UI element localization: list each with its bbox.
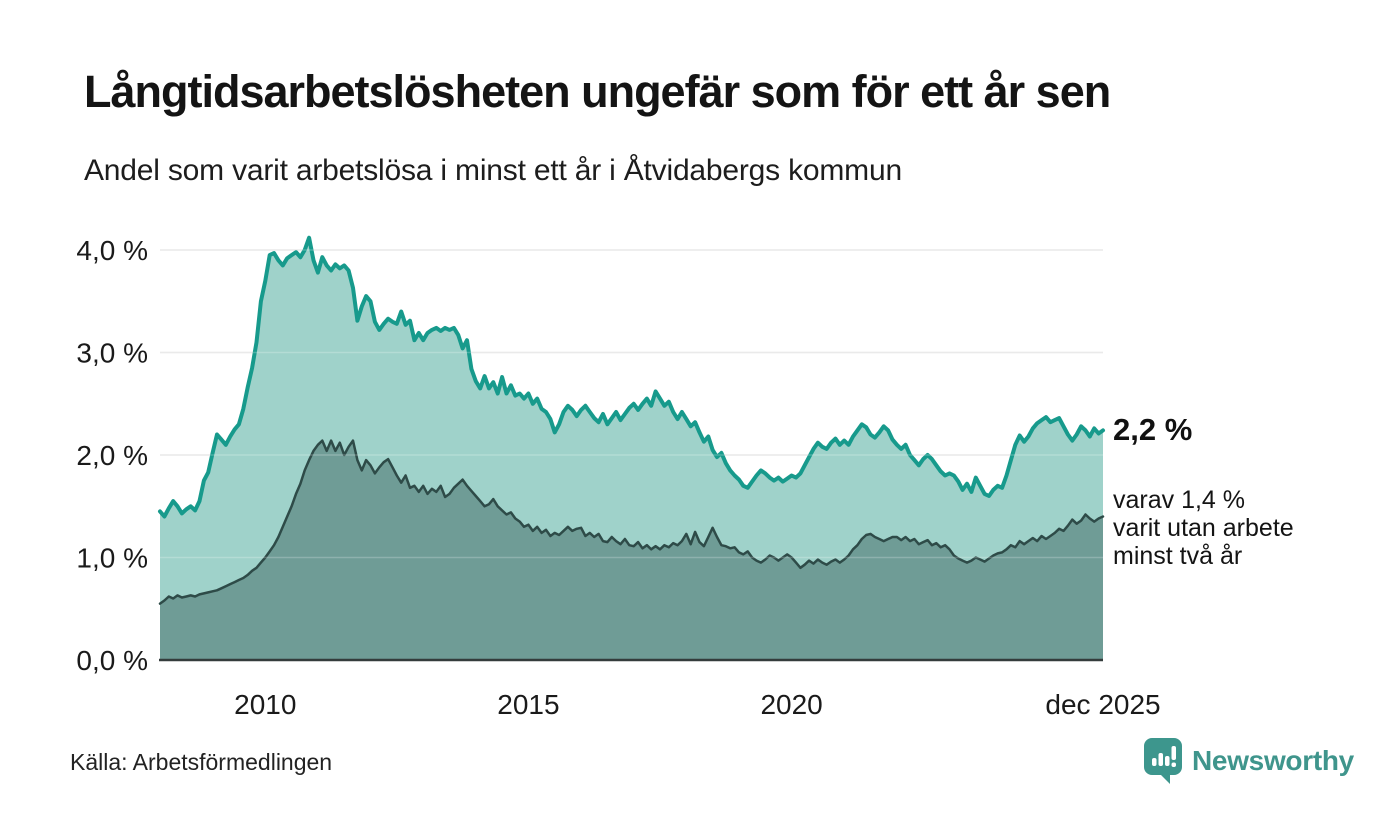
x-tick-label: 2010	[234, 689, 296, 720]
y-tick-label: 0,0 %	[76, 645, 148, 676]
annotation-two-years-line-1: varav 1,4 %	[1113, 486, 1246, 514]
annotation-two-years-line-2: varit utan arbete	[1113, 514, 1294, 542]
line-unemployed-min-two-years	[158, 439, 1105, 605]
page-subtitle: Andel som varit arbetslösa i minst ett å…	[84, 154, 902, 187]
brand-logo: Newsworthy	[1143, 737, 1354, 784]
y-tick-label: 2,0 %	[76, 440, 148, 471]
annotation-latest-total: 2,2 %	[1113, 412, 1193, 447]
page-title: Långtidsarbetslösheten ungefär som för e…	[84, 66, 1111, 117]
newsworthy-icon	[1144, 738, 1182, 784]
annotation-two-years-line-3: minst två år	[1113, 542, 1243, 570]
y-tick-label: 1,0 %	[76, 543, 148, 574]
x-tick-label: 2020	[760, 689, 822, 720]
brand-name: Newsworthy	[1192, 744, 1354, 776]
x-tick-label: dec 2025	[1045, 689, 1160, 720]
line-unemployed-min-one-year	[158, 235, 1105, 519]
area-unemployed-min-two-years	[160, 440, 1103, 660]
y-tick-label: 3,0 %	[76, 338, 148, 369]
y-tick-label: 4,0 %	[76, 235, 148, 266]
annotation-two-years: varav 1,4 % varit utan arbete minst två …	[1113, 486, 1294, 570]
x-tick-label: 2015	[497, 689, 559, 720]
source-text: Källa: Arbetsförmedlingen	[70, 749, 333, 775]
